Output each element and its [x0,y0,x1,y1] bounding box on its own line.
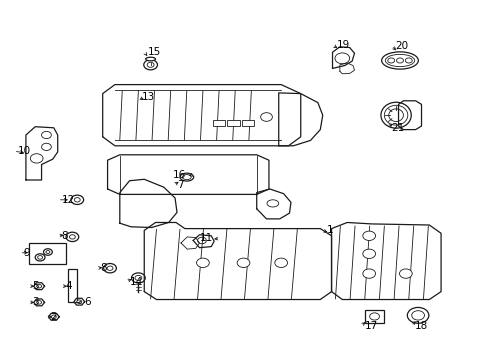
Circle shape [147,62,154,67]
Polygon shape [193,235,214,248]
Text: 14: 14 [130,276,143,287]
Text: 9: 9 [23,248,30,258]
Text: 4: 4 [65,281,72,291]
Circle shape [197,237,206,244]
Bar [29,243,66,264]
Circle shape [411,311,424,320]
Text: 5: 5 [32,281,39,291]
Polygon shape [331,222,440,300]
Polygon shape [256,189,290,219]
Circle shape [369,313,379,320]
Circle shape [334,53,349,64]
Polygon shape [102,85,300,146]
Circle shape [260,113,272,121]
Bar [68,269,77,302]
Text: 7: 7 [177,180,184,190]
Polygon shape [398,101,421,130]
Ellipse shape [145,57,155,61]
Text: 17: 17 [364,321,377,331]
Text: 21: 21 [390,123,404,133]
Polygon shape [278,93,322,146]
Circle shape [66,232,79,242]
Polygon shape [107,155,268,194]
Ellipse shape [182,175,191,180]
Text: 8: 8 [101,263,107,273]
Circle shape [51,315,56,319]
Text: 19: 19 [336,40,349,50]
Text: 3: 3 [32,297,39,307]
Circle shape [396,58,403,63]
Text: 16: 16 [172,170,185,180]
Text: 6: 6 [84,297,91,307]
Text: 10: 10 [18,146,31,156]
Circle shape [362,231,375,240]
Circle shape [43,249,52,255]
Bar [365,310,383,323]
Bar [227,120,239,126]
Circle shape [37,301,41,304]
Polygon shape [332,47,354,68]
Circle shape [196,258,209,267]
Circle shape [71,195,83,204]
Circle shape [399,269,411,278]
Circle shape [387,58,394,63]
Text: 2: 2 [50,312,57,322]
Text: 20: 20 [394,41,407,51]
Bar [212,120,224,126]
Circle shape [362,249,375,258]
Text: 1: 1 [326,225,333,235]
Circle shape [135,275,142,280]
Circle shape [237,258,249,267]
Circle shape [41,143,51,150]
Circle shape [41,131,51,139]
Circle shape [131,273,145,283]
Ellipse shape [384,105,407,125]
Ellipse shape [388,109,403,122]
Circle shape [362,269,375,278]
Circle shape [103,264,116,273]
Text: 18: 18 [414,321,427,331]
Circle shape [37,284,41,288]
Circle shape [143,60,157,70]
Ellipse shape [380,102,410,128]
Circle shape [38,256,42,259]
Ellipse shape [180,173,193,181]
Text: 11: 11 [199,233,212,243]
Circle shape [77,300,81,303]
Circle shape [46,251,50,253]
Text: 12: 12 [61,195,75,205]
Circle shape [30,154,43,163]
Circle shape [405,58,411,63]
Polygon shape [339,63,354,74]
Circle shape [35,254,45,261]
Circle shape [69,235,75,239]
Text: 8: 8 [61,231,68,241]
Polygon shape [144,222,331,300]
Polygon shape [26,127,58,180]
Circle shape [107,266,113,270]
Text: 15: 15 [148,47,161,57]
Circle shape [74,198,80,202]
Circle shape [407,307,428,323]
Polygon shape [120,179,177,228]
Circle shape [274,258,287,267]
Ellipse shape [381,52,418,69]
Text: 13: 13 [142,92,155,102]
Polygon shape [181,237,199,249]
Bar [242,120,254,126]
Ellipse shape [385,54,414,67]
Ellipse shape [266,200,278,207]
